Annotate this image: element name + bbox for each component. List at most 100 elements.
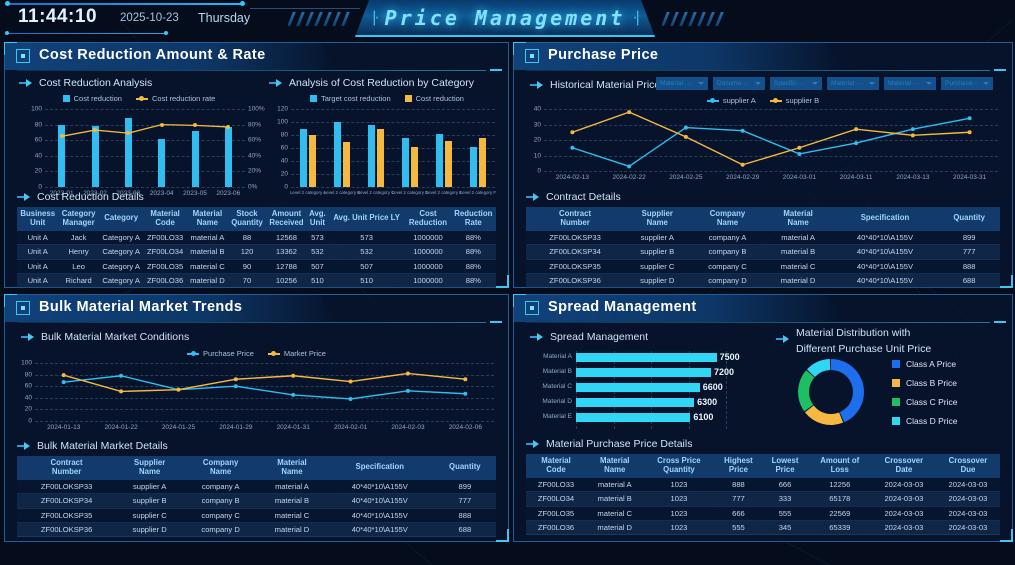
y-axis-tick: 40 [533,105,541,113]
section-label-cost-reduction-details: Cost Reduction Details [17,191,496,203]
y-axis-tick: 80 [34,121,42,129]
table-cell: Leo [58,259,99,275]
y-axis-tick: 20 [24,405,32,413]
chevron-down-icon [755,82,761,85]
table-row[interactable]: Unit A Leo Category A ZF00LO35 material C 90 1… [17,259,496,275]
legend-swatch [769,97,782,103]
table-block-cost-reduction-details: Cost Reduction Details Business Unit Categ… [17,191,496,289]
table-header-cell: Supplier Name [624,207,691,231]
table-cell: 40*40*10\A155V [325,479,434,495]
table-cell: material C [258,508,326,524]
table-row[interactable]: ZF00LO36 material D 1023 555 345 65339 2024-03… [526,520,1000,536]
gridline [35,363,494,364]
table-cell: ZF00LOKSP34 [526,244,625,260]
hbar-label: Material D [542,397,572,405]
table-cell: 777 [714,491,763,507]
table-cell: Category A [98,273,144,289]
gridline [544,109,998,110]
bar [334,122,341,187]
table-row[interactable]: ZF00LO33 material A 1023 888 666 12256 2024-03… [526,477,1000,493]
table-header-cell: Contract Number [17,456,117,480]
table-cell: 507 [327,259,406,275]
x-axis-tick: 2024-01-25 [161,424,196,431]
table-row[interactable]: ZF00LO35 material C 1023 666 555 22569 2024-03… [526,506,1000,522]
panel-underline [17,322,486,323]
table-cell: 1000000 [405,259,451,275]
line-overlay [61,123,229,137]
table-cell: 88% [450,259,496,275]
filter-dropdown[interactable]: Material ··· [656,77,708,90]
table-header-cell: Company Name [183,456,259,480]
bar [191,130,199,187]
bar [436,134,443,187]
table-header-cell: Crossover Date [871,454,936,478]
legend-item: Cost reduction [404,94,464,103]
table-row[interactable]: Unit A Richard Category A ZF00LO36 material … [17,273,496,289]
donut-slice[interactable] [798,370,815,412]
table-cell: 40*40*10\A155V [831,273,939,289]
table-cell: 688 [433,522,496,538]
table-cell: 688 [938,273,1000,289]
legend-label: Cost reduction [73,94,122,103]
table-cell: 666 [714,506,763,522]
table-row[interactable]: Unit A Jack Category A ZF00LO33 material A 88… [17,230,496,246]
filter-dropdown[interactable]: Material ··· [827,77,879,90]
arrow-icon [17,442,31,451]
filter-dropdown[interactable]: Docume··· [713,77,765,90]
y-axis-tick: 0 [28,417,32,425]
y-axis-tick: 0 [38,183,42,191]
table-row[interactable]: ZF00LO34 material B 1023 777 333 65178 2024-03… [526,491,1000,507]
panel-underline-cap [994,321,1006,323]
title-bracket-right: ·| [632,8,640,26]
table-header-row: Material Code Material Name Cross Price Quant… [526,454,1000,478]
chart-historical-material-price: 0 10 20 30 40 2024-02-13 2024-02-22 2024-02-25 2… [534,106,998,181]
legend-label: Cost reduction [415,94,464,103]
filter-dropdown-row[interactable]: Material ··· Docume··· Specific··· Mater… [656,77,993,90]
table-cell: 13362 [266,244,307,260]
filter-dropdown[interactable]: Specific··· [770,77,822,90]
x-axis-tick: 2024-02-06 [448,424,482,431]
table-cell: 573 [306,230,328,246]
filter-dropdown[interactable]: Purchase··· [941,77,993,90]
table-cell: 88% [450,244,496,260]
hbar-row: Material C 6600 [528,382,758,392]
donut-slice[interactable] [806,359,831,377]
filter-dropdown[interactable]: Material ··· [884,77,936,90]
y-axis-tick: 40 [280,157,288,165]
table-cell: 888 [938,259,1000,275]
donut-slice[interactable] [804,405,844,425]
table-cost-reduction-details[interactable]: Business Unit Category Manager Category Mater… [17,207,496,289]
y-axis-tick: 10 [533,152,541,159]
data-point [126,131,131,136]
y-axis-tick: 60 [280,144,288,152]
panel-title-bulk-material: Bulk Material Market Trends [39,299,243,315]
table-header-cell: Crossover Due [935,454,1000,478]
table-cell: 90 [228,259,266,275]
panel-underline [17,70,486,71]
table-contract-details[interactable]: Contract Number Supplier Name Company Name Mat… [526,207,1000,289]
table-cell: Unit A [17,230,59,246]
table-cell: material D [764,273,832,289]
table-bulk-material-details[interactable]: Contract Number Supplier Name Company Name Mat… [17,456,496,538]
header-dot-lower-left [5,31,9,35]
header-hatch-left [288,12,358,26]
table-header-cell: Quantity [433,456,496,480]
x-axis-tick: Level 2 category E [425,190,463,195]
table-cell: 12788 [266,259,307,275]
donut-slice[interactable] [831,359,864,423]
hbar-value: 7200 [714,366,735,377]
y-axis-tick: 40 [34,152,42,160]
table-cell: ZF00LO35 [526,506,587,522]
table-material-purchase-price-details[interactable]: Material Code Material Name Cross Price Quant… [526,454,1000,536]
table-header-cell: Specification [325,456,434,480]
panel-bulk-material-market-trends: Bulk Material Market Trends Bulk Materia… [4,294,509,542]
